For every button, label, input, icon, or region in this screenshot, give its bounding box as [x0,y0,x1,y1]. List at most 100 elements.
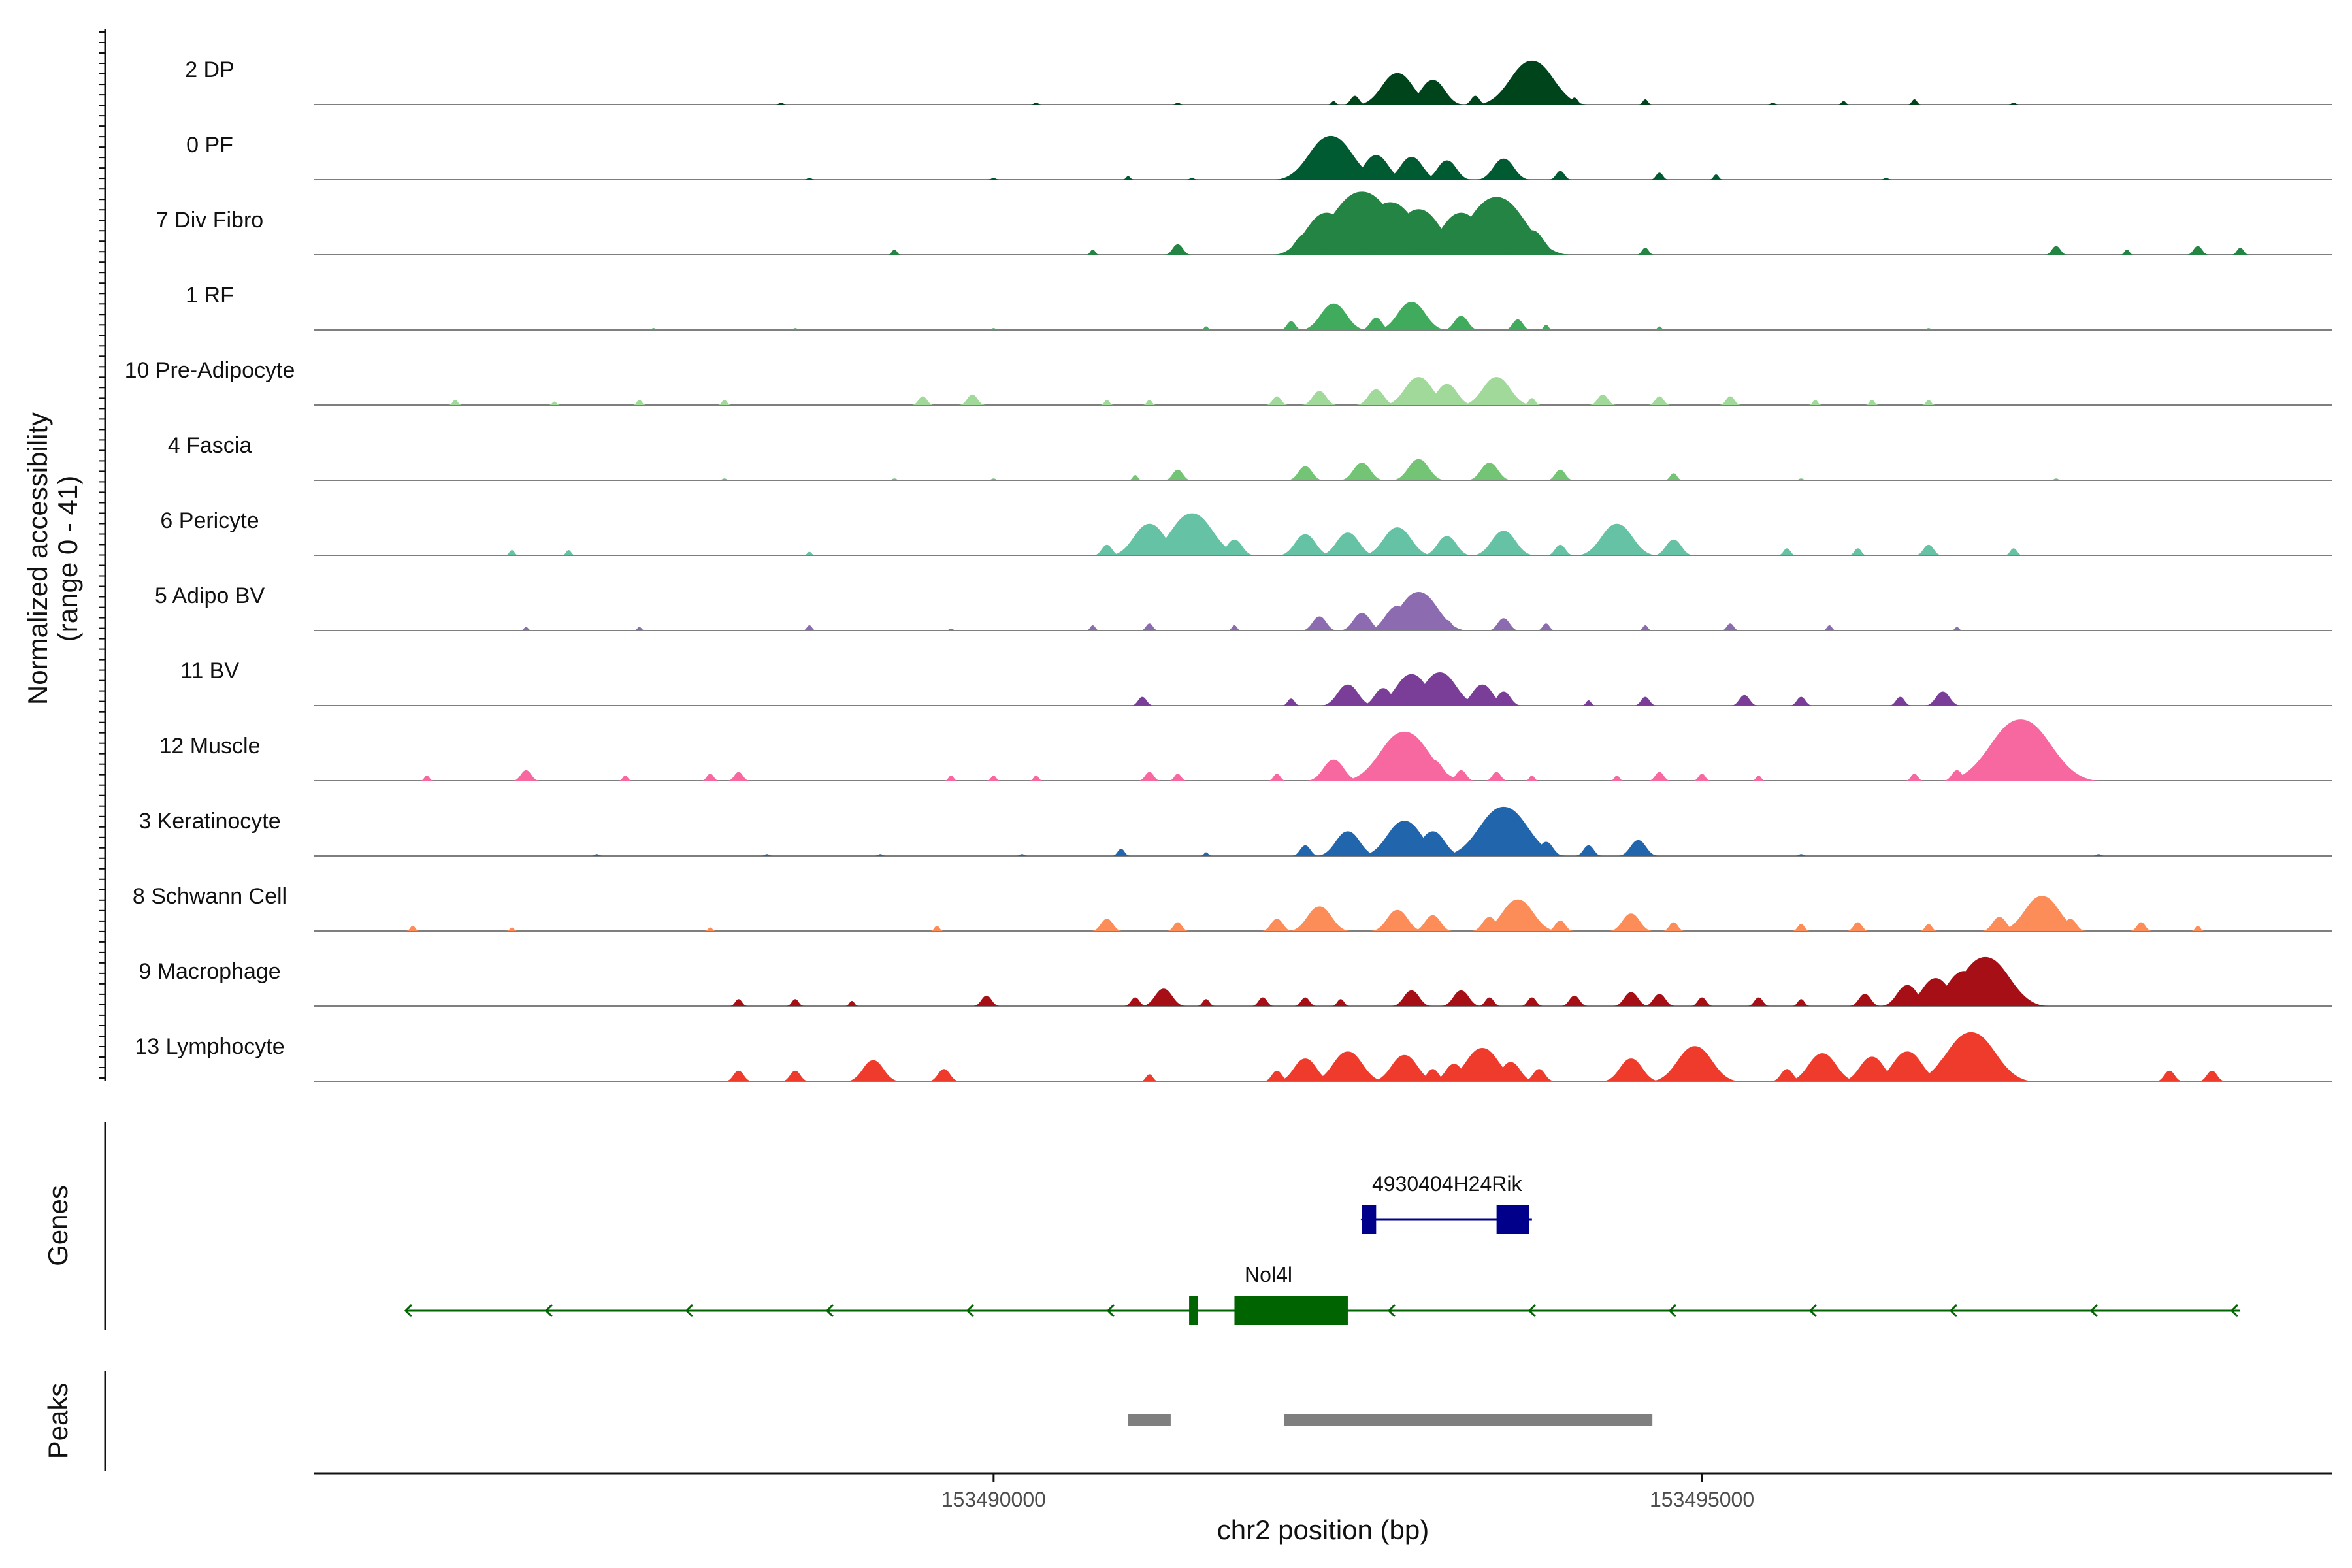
coverage-tracks: 2 DP 0 PF 7 Div Fibro 1 RF 10 Pre-Adipocyte 4… [125,57,2332,1082]
accessibility-peak [1266,396,1288,405]
coverage-track: 12 Muscle [159,719,2332,781]
accessibility-peak [1576,523,1658,555]
accessibility-peak [1478,997,1501,1006]
accessibility-peak [704,927,717,931]
x-tick-label: 153495000 [1650,1488,1754,1511]
accessibility-peak [973,995,1000,1006]
accessibility-peak [1466,463,1512,480]
accessibility-peak [1131,696,1154,706]
accessibility-peak [928,1069,960,1081]
accessibility-peak [1361,527,1434,555]
accessibility-peak [775,103,787,105]
accessibility-peak [1382,157,1441,180]
accessibility-peak [1880,178,1892,180]
accessibility-peak [1504,319,1532,330]
accessibility-peak [1142,400,1156,405]
accessibility-peak [1309,1051,1387,1081]
accessibility-peak [1612,992,1650,1006]
accessibility-peak [1907,99,1921,105]
accessibility-peak [561,550,576,555]
coverage-track: 9 Macrophage [139,956,2332,1007]
accessibility-peak [1907,1032,2035,1081]
accessibility-peak [1100,400,1114,405]
accessibility-peak [1093,544,1121,555]
accessibility-peak [1287,466,1324,480]
accessibility-peak [1808,400,1822,405]
accessibility-peak [420,776,434,781]
accessibility-peak [786,999,805,1006]
accessibility-peak [1791,924,1810,931]
accessibility-peak [618,776,632,781]
accessibility-peak [1370,1054,1439,1081]
accessibility-peak [789,328,802,330]
accessibility-peak [1339,613,1385,630]
track-label: 4 Fascia [168,433,252,458]
accessibility-peak [1287,906,1352,931]
accessibility-peak [1475,60,1589,105]
accessibility-peak [1112,849,1130,856]
accessibility-peak [1331,999,1350,1006]
y-axis [99,29,106,1081]
accessibility-peak [874,854,887,856]
accessibility-peak [2120,250,2134,255]
track-label: 0 PF [186,133,233,157]
accessibility-peak [1643,994,1676,1006]
accessibility-peak [2018,999,2037,1006]
accessibility-peak [1166,922,1190,931]
coverage-track: 13 Lymphocyte [135,1032,2332,1082]
gene-label: Nol4l [1245,1263,1292,1286]
accessibility-peak [845,1060,901,1081]
accessibility-peak [1520,997,1544,1006]
strand-arrow [2230,1303,2239,1318]
track-label: 6 Pericyte [160,508,259,533]
accessibility-peak [1648,772,1671,781]
track-label: 9 Macrophage [139,959,280,984]
gene-model: Nol4l [404,1263,2241,1325]
accessibility-peak [1525,776,1539,781]
accessibility-peak [1433,619,1461,630]
accessibility-peak [1565,97,1584,105]
x-axis: 153490000 153495000 chr2 position (bp) [314,1472,2332,1545]
accessibility-peak [1471,531,1536,555]
accessibility-peak [1355,389,1397,405]
accessibility-peak [1228,625,1241,630]
coverage-track: 5 Adipo BV [155,583,2332,631]
coverage-track: 8 Schwann Cell [133,884,2332,932]
strand-arrow [1668,1303,1677,1318]
accessibility-peak [1610,776,1624,781]
track-label: 3 Keratinocyte [139,809,280,834]
accessibility-peak [1197,999,1216,1006]
track-label: 7 Div Fibro [156,208,263,233]
accessibility-peak [889,478,901,480]
accessibility-peak [1401,831,1465,856]
accessibility-peak [1419,384,1475,405]
accessibility-peak [1251,997,1275,1006]
accessibility-peak [944,776,958,781]
accessibility-peak [1921,400,1936,405]
accessibility-peak [987,178,1000,180]
accessibility-peak [1664,473,1683,480]
accessibility-peak [1638,99,1652,105]
accessibility-peak [1485,691,1522,706]
accessibility-peak [887,250,902,255]
accessibility-peak [1488,618,1520,630]
accessibility-peak [1582,700,1595,706]
accessibility-peak [1124,997,1147,1006]
accessibility-peak [1589,394,1617,405]
accessibility-peak [2004,548,2023,555]
y-axis-ticks [99,31,105,1079]
coverage-track: 6 Pericyte [160,508,2332,556]
coverage-track: 3 Keratinocyte [139,806,2332,857]
accessibility-peak [1638,625,1652,630]
gene-exon [1496,1205,1529,1234]
accessibility-peak [725,1070,753,1081]
accessibility-peak [448,400,463,405]
accessibility-peak [1849,994,1881,1006]
peak-region [1284,1414,1653,1426]
accessibility-peak [2198,1070,2226,1081]
peak-regions [1128,1414,1653,1426]
coverage-track: 2 DP [185,57,2332,105]
accessibility-peak [1443,316,1480,330]
accessibility-peak [1200,326,1213,330]
